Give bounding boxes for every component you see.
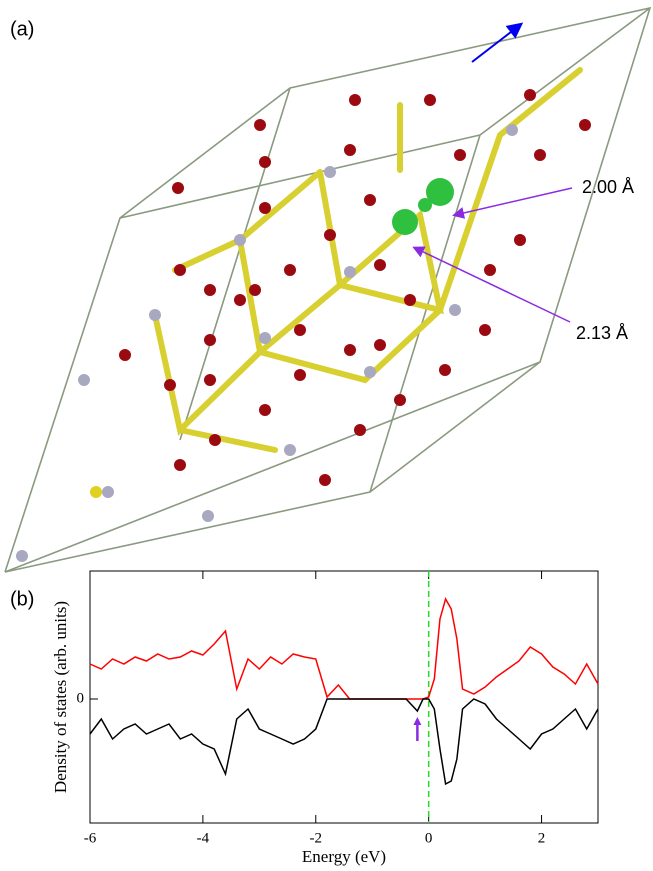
dos-line: [89, 597, 599, 700]
structure: [4, 6, 652, 573]
bond: [152, 67, 583, 453]
annotation-arrow: [452, 187, 573, 219]
x-tick-label: -6: [84, 830, 97, 846]
cell-edge: [369, 134, 481, 493]
x-tick-label: 0: [425, 830, 433, 846]
x-tick-label: -2: [310, 830, 323, 846]
cell-edge: [179, 87, 291, 441]
atoms-grey: [16, 124, 518, 562]
atoms: [119, 89, 591, 486]
y-axis-title: Density of states (arb. units): [51, 601, 70, 793]
x-tick-label: -4: [197, 830, 210, 846]
annotation: 2.00 Å: [582, 177, 634, 197]
state-arrow-head: [413, 717, 422, 725]
x-axis-title: Energy (eV): [302, 847, 386, 866]
annotation-arrow: [412, 246, 571, 323]
annotation: 2.13 Å: [576, 323, 628, 343]
density-isosurface: [392, 178, 454, 235]
panel-label: (a): [10, 18, 34, 40]
cell-edge: [4, 361, 541, 573]
y-tick-label: 0: [77, 690, 85, 706]
panel-label: (b): [10, 588, 34, 610]
dos-line: [89, 698, 599, 786]
bonds: [152, 67, 583, 453]
x-tick-label: 2: [538, 830, 546, 846]
cell-edge: [479, 7, 651, 136]
cell-edge: [119, 134, 481, 219]
plot-frame: [89, 570, 599, 824]
direction-arrow: [471, 22, 524, 63]
